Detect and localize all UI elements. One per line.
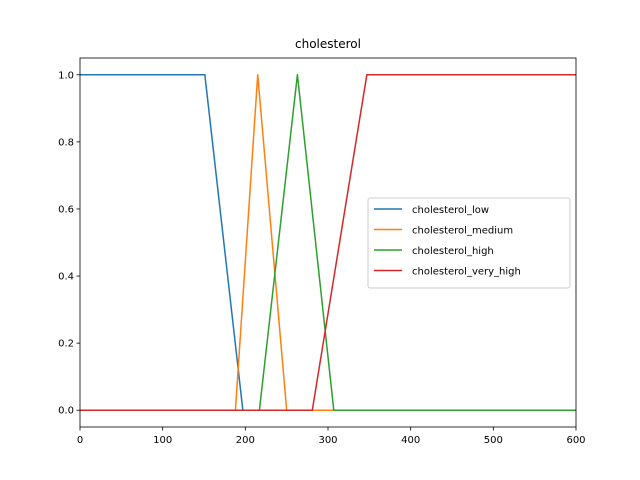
legend-label-cholesterol_low: cholesterol_low bbox=[412, 205, 489, 216]
y-tick-label: 0.6 bbox=[58, 204, 74, 215]
y-tick-label: 1.0 bbox=[58, 70, 74, 81]
x-axis: 0 100 200 300 400 500 600 bbox=[77, 427, 586, 446]
y-tick-label: 0.8 bbox=[58, 137, 74, 148]
legend: cholesterol_low cholesterol_mediumcholest… bbox=[367, 197, 571, 289]
legend-label-cholesterol_high: cholesterol_high bbox=[412, 246, 494, 257]
legend-box bbox=[367, 197, 571, 289]
x-tick-label: 300 bbox=[318, 435, 337, 446]
y-tick-label: 0.4 bbox=[58, 272, 74, 283]
series-line-cholesterol_very_high bbox=[80, 74, 576, 411]
x-tick-label: 0 bbox=[77, 435, 83, 446]
x-tick-label: 200 bbox=[236, 435, 255, 446]
y-axis: 0.0 0.2 0.4 0.6 0.8 1.0 bbox=[58, 70, 80, 417]
y-tick-label: 0.2 bbox=[58, 339, 74, 350]
legend-label-cholesterol_medium: cholesterol_medium bbox=[412, 226, 513, 237]
y-tick-label: 0.0 bbox=[58, 406, 74, 417]
chart-title: cholesterol bbox=[295, 37, 361, 51]
legend-label-cholesterol_very_high: cholesterol_very_high bbox=[412, 267, 521, 278]
x-tick-label: 600 bbox=[566, 435, 585, 446]
x-tick-label: 400 bbox=[401, 435, 420, 446]
plot-lines bbox=[80, 74, 576, 411]
x-tick-label: 500 bbox=[484, 435, 503, 446]
x-tick-label: 100 bbox=[153, 435, 172, 446]
